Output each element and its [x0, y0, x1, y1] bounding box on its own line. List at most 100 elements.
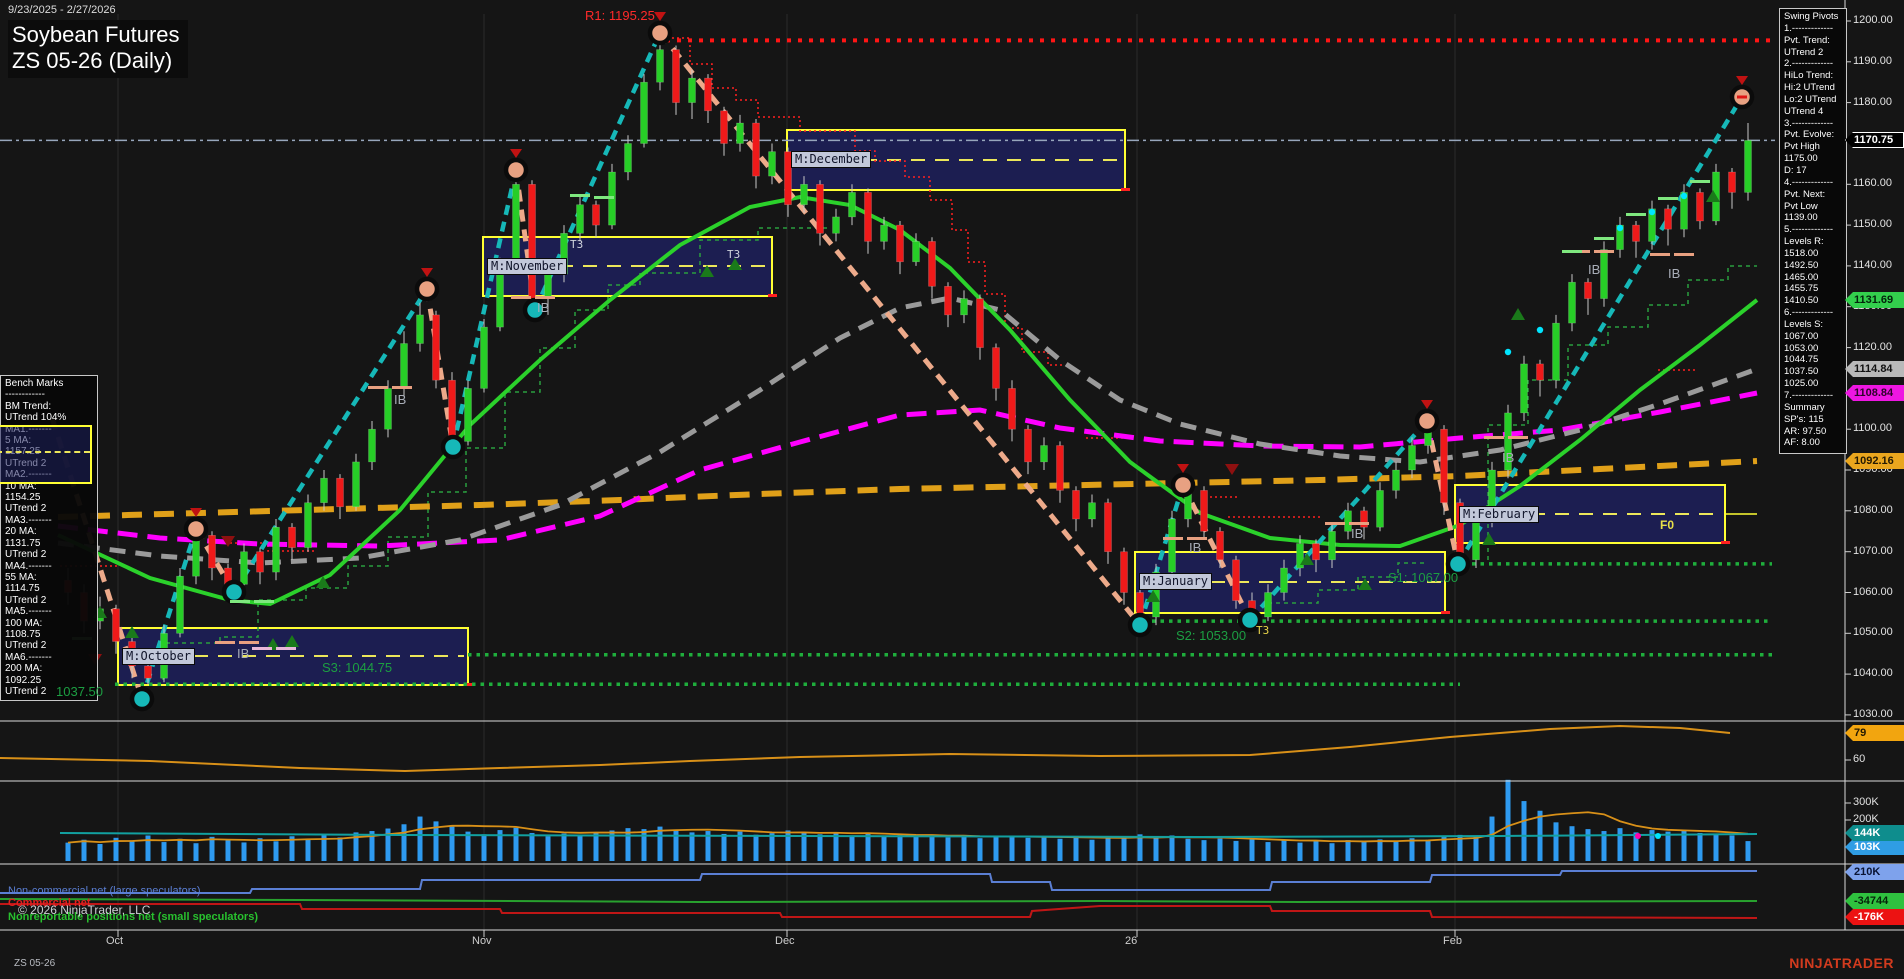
- ib-range-dash: [1594, 250, 1614, 253]
- candle-up: [176, 575, 184, 634]
- candle-up: [368, 428, 376, 463]
- panel-line: HiLo Trend:: [1784, 70, 1834, 82]
- panel-line: 1108.75: [5, 628, 41, 640]
- swing-down-line: [424, 288, 456, 448]
- volume-dot-icon: [1655, 833, 1661, 839]
- volume-bar: [1521, 801, 1527, 861]
- panel-line: 7.-------------: [1784, 390, 1834, 401]
- entry-dot-icon: [1536, 326, 1544, 334]
- target-dash: [1594, 237, 1614, 240]
- candle-up: [1552, 322, 1560, 381]
- volume-bar: [465, 831, 471, 861]
- candle-down: [704, 77, 712, 112]
- volume-bar: [65, 842, 71, 861]
- panel-line: AF: 8.00: [1784, 437, 1820, 449]
- price-badge: 144K: [1845, 825, 1904, 841]
- candle-up: [1296, 543, 1304, 569]
- volume-bar: [481, 834, 487, 861]
- entry-dot-icon: [1648, 208, 1656, 216]
- volume-bar: [1585, 829, 1591, 861]
- axis-tick-label: 300K: [1853, 796, 1879, 808]
- volume-bar: [1697, 832, 1703, 861]
- volume-bar: [657, 826, 663, 861]
- level-label: 1037.50: [56, 684, 103, 699]
- ib-range-dash: [215, 641, 235, 644]
- candle-down: [1120, 551, 1128, 593]
- candle-up: [192, 534, 200, 577]
- axis-tick-label: 1060.00: [1853, 585, 1893, 598]
- axis-tick-label: 1040.00: [1853, 667, 1893, 680]
- panel-line: Pvt. Next:: [1784, 188, 1826, 200]
- swing-up-line: [1248, 419, 1429, 622]
- up-triangle-icon: [316, 576, 330, 588]
- volume-bar: [785, 830, 791, 861]
- volume-bar: [1409, 838, 1415, 861]
- volume-bar: [577, 834, 583, 861]
- candle-up: [1040, 445, 1048, 463]
- volume-bar: [1249, 839, 1255, 861]
- candle-up: [240, 551, 248, 585]
- cot-line-noncommercial: [0, 870, 1757, 894]
- volume-bar: [273, 841, 279, 861]
- price-badge: 79: [1845, 725, 1904, 741]
- candle-down: [752, 122, 760, 177]
- volume-bar: [81, 839, 87, 861]
- candle-down: [1104, 502, 1112, 553]
- up-triangle-icon: [700, 265, 714, 277]
- ib-label: IB: [237, 646, 250, 661]
- ib-range-dash: [1325, 522, 1345, 525]
- volume-bar: [209, 836, 215, 861]
- pivot-high-circle: [647, 20, 673, 46]
- current-pivot-dash: [1737, 95, 1747, 99]
- ib-label: IB: [1502, 450, 1515, 465]
- panel-line: 1154.25: [5, 492, 41, 504]
- candle-up: [1264, 592, 1272, 618]
- month-label-chip: M:October: [122, 648, 196, 665]
- volume-bar: [721, 833, 727, 861]
- panel-line: 2.-------------: [1784, 58, 1834, 70]
- candle-up: [512, 184, 520, 267]
- chart-title: Soybean Futures ZS 05-26 (Daily): [8, 20, 188, 78]
- candle-up: [1280, 567, 1288, 593]
- panel-line: 1410.50: [1784, 295, 1819, 307]
- t3-label: T3: [570, 238, 584, 251]
- panel-line: Swing Pivots: [1784, 11, 1839, 22]
- ib-range-dash: [1349, 522, 1369, 525]
- volume-bar: [129, 840, 135, 861]
- swing-up-line: [232, 287, 429, 594]
- volume-bar: [993, 836, 999, 861]
- panel-line: Hi:2 UTrend: [1784, 82, 1835, 94]
- candle-down: [976, 298, 984, 348]
- volume-bar: [1329, 843, 1335, 861]
- price-badge: 210K: [1845, 864, 1904, 880]
- pivot-down-triangle-icon: [654, 12, 666, 21]
- candle-up: [656, 49, 664, 83]
- pivot-low-circle: [522, 297, 548, 323]
- up-triangle-icon: [125, 626, 139, 638]
- volume-bar: [1601, 831, 1607, 861]
- panel-line: 1067.00: [1784, 330, 1819, 342]
- target-dash: [254, 600, 274, 603]
- volume-bar: [561, 833, 567, 861]
- ib-range-dash: [1650, 253, 1670, 256]
- panel-line: Pvt. Trend:: [1784, 34, 1830, 46]
- box-corner-tick: [768, 294, 777, 297]
- pivot-down-triangle-icon: [190, 508, 202, 517]
- ib-range-dash: [1187, 537, 1207, 540]
- candle-down: [864, 192, 872, 242]
- volume-bar: [433, 821, 439, 861]
- volume-bar: [1505, 779, 1511, 861]
- candle-up: [1568, 281, 1576, 324]
- pivot-low-circle: [1127, 612, 1153, 638]
- swing-down-line: [658, 31, 1142, 627]
- candle-up: [304, 502, 312, 548]
- candle-up: [688, 77, 696, 103]
- swing-up-line: [1456, 95, 1744, 566]
- entry-dot-icon: [1504, 348, 1512, 356]
- candle-down: [1696, 192, 1704, 222]
- panel-line: 5.-------------: [1784, 224, 1834, 236]
- candle-up: [1344, 510, 1352, 532]
- candle-down: [144, 665, 152, 679]
- candle-down: [1056, 445, 1064, 491]
